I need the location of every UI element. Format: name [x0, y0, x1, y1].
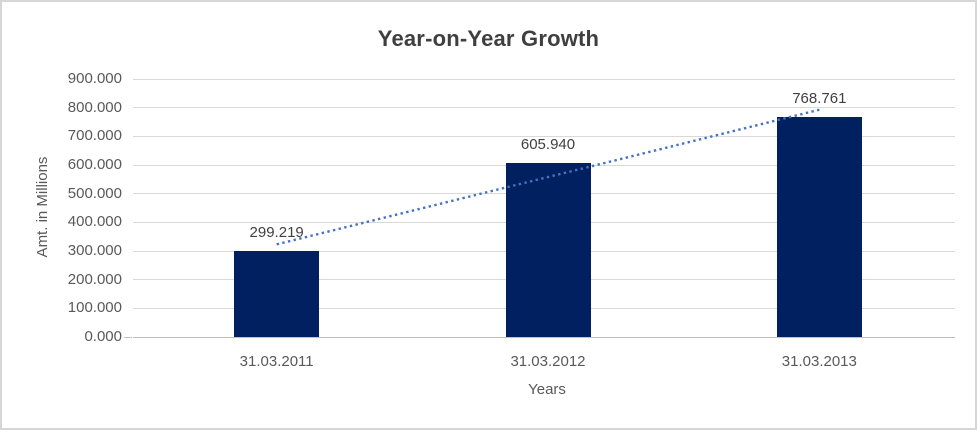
x-axis-title: Years: [528, 381, 566, 398]
y-tick-label: 0.000: [84, 328, 122, 345]
bar-data-label: 768.761: [792, 89, 847, 107]
chart-title: Year-on-Year Growth: [377, 26, 600, 51]
gridline: [133, 78, 955, 80]
x-tick-label: 31.03.2011: [239, 353, 314, 370]
bar: [505, 163, 591, 337]
bar: [776, 116, 862, 337]
bar-data-label: 605.940: [520, 136, 576, 154]
y-tick-label: 500.000: [67, 184, 122, 202]
y-tick-label: 200.000: [67, 270, 122, 288]
bar-data-label: 299.219: [249, 224, 304, 242]
y-tick-label: 900.000: [67, 70, 122, 87]
y-tick-label: 300.000: [67, 242, 122, 259]
gridline: [133, 107, 955, 109]
y-tick-label: 400.000: [67, 213, 122, 231]
x-tick-label: 31.03.2012: [510, 353, 586, 370]
x-tick-label: 31.03.2013: [781, 353, 857, 370]
y-tick-label: 100.000: [67, 299, 122, 317]
y-tick-label: 800.000: [67, 98, 122, 116]
y-tick-label: 600.000: [67, 156, 122, 173]
bar: [234, 251, 320, 337]
y-tick-label: 700.000: [67, 127, 122, 145]
axis-tick: [124, 337, 132, 338]
x-axis-line: [133, 337, 955, 338]
